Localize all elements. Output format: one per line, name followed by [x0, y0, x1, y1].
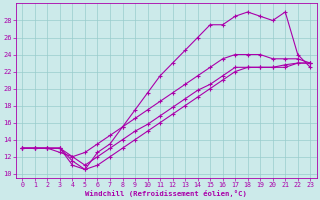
X-axis label: Windchill (Refroidissement éolien,°C): Windchill (Refroidissement éolien,°C) — [85, 190, 247, 197]
